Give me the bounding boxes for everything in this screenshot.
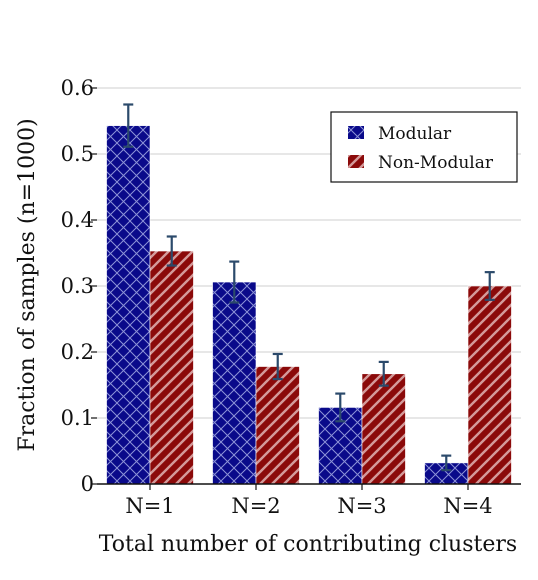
y-tick-label: 0.6 — [61, 76, 94, 100]
bar-modular-2 — [212, 281, 257, 485]
legend-swatch-non-modular — [348, 155, 364, 168]
error-bar — [484, 271, 495, 301]
bar-non-modular-4 — [467, 285, 512, 485]
legend-label-non-modular: Non-Modular — [378, 153, 494, 173]
bar-modular-1 — [106, 125, 151, 485]
y-axis-label: Fraction of samples (n=1000) — [15, 118, 40, 451]
y-tick-label: 0.3 — [61, 274, 94, 298]
bar-non-modular-1 — [149, 250, 194, 485]
y-tick-labels: 0 0.1 0.2 0.3 0.4 0.5 0.6 — [61, 76, 94, 496]
legend-label-modular: Modular — [378, 124, 452, 144]
x-tick-label: N=1 — [125, 494, 174, 518]
y-tick-label: 0 — [81, 472, 94, 496]
y-tick-label: 0.1 — [61, 406, 94, 430]
error-bars — [123, 103, 495, 472]
error-bar — [378, 360, 389, 387]
x-tick-label: N=4 — [443, 494, 492, 518]
y-tick-label: 0.5 — [61, 142, 94, 166]
y-tick-label: 0.4 — [61, 208, 94, 232]
error-bar — [335, 392, 346, 423]
legend-frame — [330, 111, 518, 183]
x-tick-labels: N=1 N=2 N=3 N=4 — [125, 494, 492, 518]
error-bar — [441, 454, 452, 472]
legend-swatch-modular — [348, 126, 364, 139]
y-tick-label: 0.2 — [61, 340, 94, 364]
error-bar — [272, 352, 283, 381]
error-bar — [123, 103, 134, 148]
bar-non-modular-3 — [361, 373, 406, 485]
bar-non-modular-2 — [255, 366, 300, 485]
x-tick-label: N=2 — [231, 494, 280, 518]
x-axis-label: Total number of contributing clusters — [99, 532, 517, 557]
error-bar — [166, 235, 177, 267]
error-bar — [229, 260, 240, 304]
legend: Modular Non-Modular — [330, 111, 518, 183]
axes — [91, 87, 521, 490]
x-tick-label: N=3 — [337, 494, 386, 518]
